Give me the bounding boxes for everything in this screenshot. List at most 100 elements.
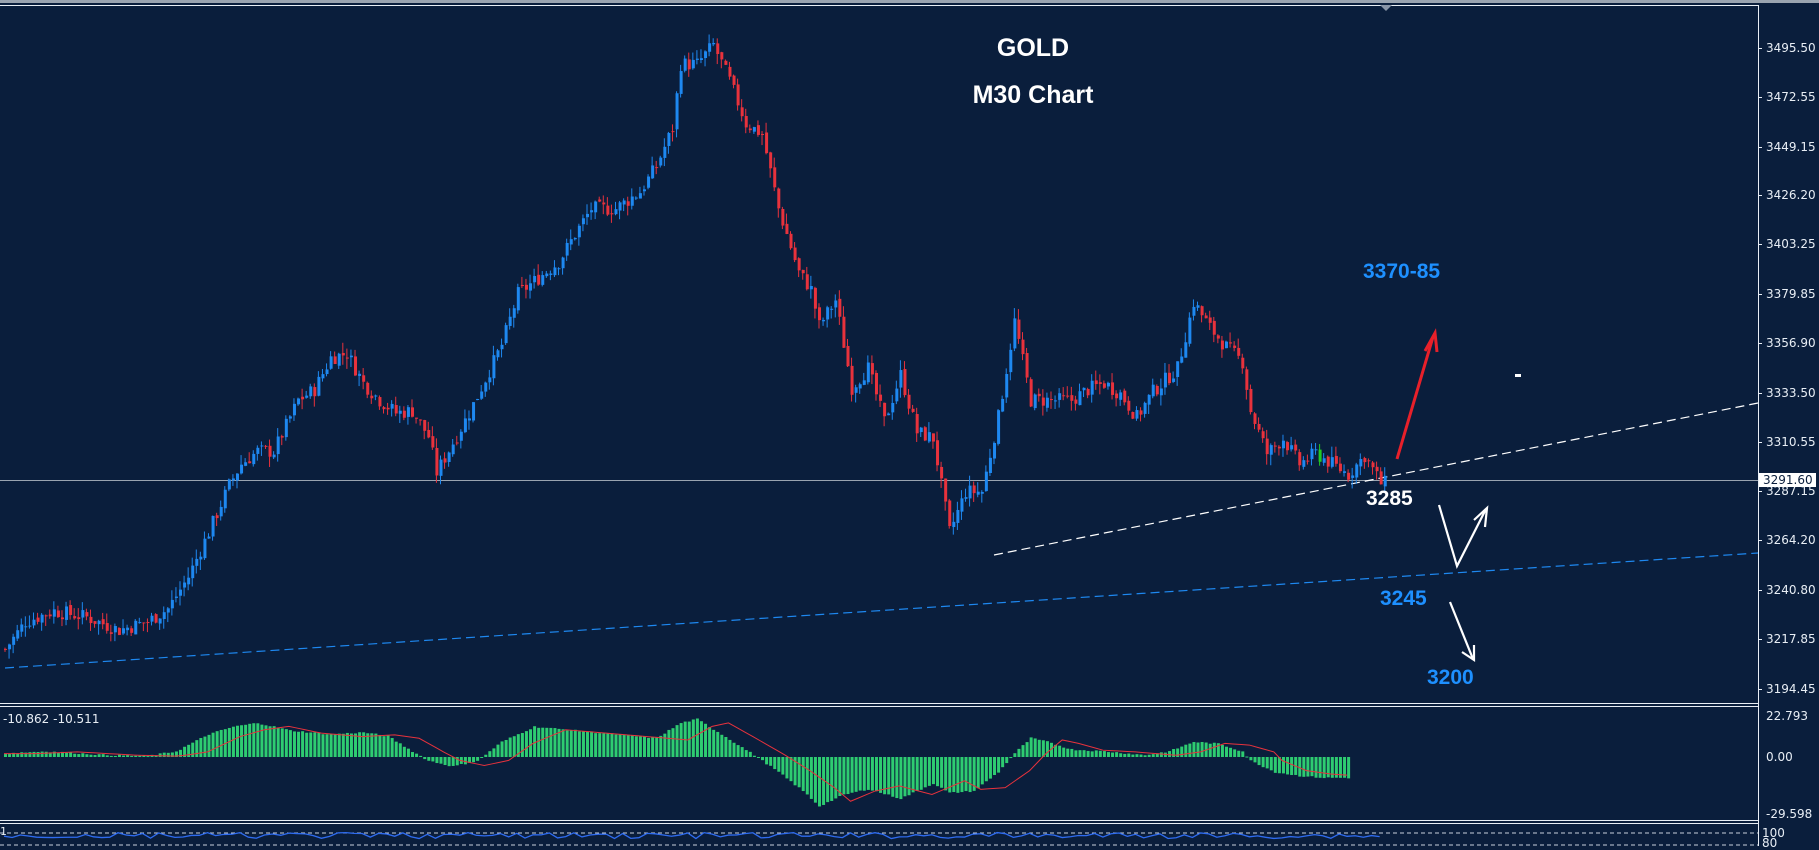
- candle-body: [773, 167, 777, 188]
- candle-body: [993, 442, 997, 459]
- candle-body: [325, 369, 329, 375]
- candle-body: [435, 447, 439, 476]
- macd-bar: [1058, 745, 1062, 757]
- candle-body: [874, 372, 878, 395]
- candle-body: [374, 395, 378, 397]
- macd-bar: [1082, 750, 1086, 757]
- macd-bar: [899, 757, 903, 800]
- candle-body: [431, 436, 435, 448]
- macd-bar: [69, 752, 73, 757]
- candle-body: [529, 283, 533, 291]
- macd-bar: [362, 732, 366, 757]
- candle-body: [642, 189, 646, 192]
- macd-bar: [73, 753, 77, 757]
- candle-body: [524, 284, 528, 290]
- macd-bar: [1045, 741, 1049, 757]
- macd-bar: [1021, 745, 1025, 757]
- candle-body: [122, 628, 126, 634]
- candle-body: [349, 355, 353, 358]
- candle-body: [756, 125, 760, 135]
- price-axis-label: 3194.45: [1766, 681, 1816, 696]
- macd-bar: [394, 741, 398, 757]
- candle-body: [492, 355, 496, 379]
- candle-body: [24, 626, 28, 628]
- candle-body: [292, 403, 296, 416]
- macd-bar: [366, 733, 370, 757]
- macd-bar: [594, 733, 598, 757]
- candle-body: [345, 357, 349, 359]
- panel-separator[interactable]: [0, 706, 1759, 707]
- macd-bar: [85, 754, 89, 757]
- candle-body: [980, 491, 984, 494]
- macd-bar: [44, 751, 48, 757]
- panel-separator[interactable]: [0, 823, 1759, 824]
- macd-bar: [1066, 748, 1070, 757]
- candle-body: [1302, 460, 1306, 467]
- candle-body: [537, 274, 541, 285]
- macd-bar: [276, 727, 280, 757]
- panel-separator[interactable]: [0, 820, 1759, 821]
- panel-separator[interactable]: [0, 703, 1759, 704]
- candle-body: [1286, 442, 1290, 451]
- price-axis-tick: [1758, 590, 1762, 591]
- price-axis-label: 3379.85: [1766, 287, 1816, 302]
- price-axis-tick: [1758, 688, 1762, 690]
- candle-body: [988, 457, 992, 474]
- macd-bar: [549, 727, 553, 757]
- macd-bar: [614, 734, 618, 757]
- macd-bar: [1102, 751, 1106, 757]
- candle-body: [1281, 440, 1285, 449]
- macd-bar: [52, 751, 56, 757]
- macd-bar: [472, 757, 476, 763]
- candle-body: [8, 644, 12, 650]
- chart-subtitle: M30 Chart: [972, 81, 1094, 109]
- macd-bar: [1013, 753, 1017, 757]
- candle-body: [976, 491, 980, 495]
- candle-body: [268, 445, 272, 457]
- stoch-axis-100: 100: [1762, 826, 1785, 840]
- macd-bar: [264, 725, 268, 757]
- macd-bar: [1106, 752, 1110, 757]
- candle-body: [317, 376, 321, 396]
- macd-bar: [1139, 754, 1143, 757]
- macd-bar: [1277, 757, 1281, 774]
- macd-bar: [1188, 743, 1192, 757]
- macd-bar: [256, 723, 260, 757]
- macd-bar: [166, 752, 170, 757]
- macd-bar: [313, 732, 317, 757]
- candle-body: [826, 307, 830, 320]
- macd-bar: [1257, 757, 1261, 766]
- candle-body: [964, 497, 968, 499]
- candle-body: [761, 133, 765, 135]
- candle-body: [1375, 466, 1379, 472]
- macd-bar: [1229, 747, 1233, 757]
- candle-body: [199, 556, 203, 560]
- macd-bar: [386, 735, 390, 757]
- macd-bar: [1200, 741, 1204, 757]
- candle-body: [1355, 464, 1359, 478]
- red-up-arrow: [1395, 336, 1435, 460]
- macd-bar: [1322, 757, 1326, 779]
- macd-bar: [744, 750, 748, 757]
- macd-bar: [1249, 757, 1253, 761]
- candle-body: [28, 625, 32, 627]
- candle-body: [134, 620, 138, 635]
- macd-bar: [1176, 748, 1180, 757]
- candle-body: [512, 308, 516, 318]
- candle-body: [793, 247, 797, 261]
- trendlines[interactable]: [4, 402, 1759, 669]
- candle-body: [309, 386, 313, 397]
- candle-body: [1111, 382, 1115, 395]
- macd-bar: [724, 736, 728, 757]
- macd-bar: [1090, 751, 1094, 757]
- chart-shift-marker-icon[interactable]: [1380, 5, 1392, 11]
- candle-body: [179, 589, 183, 596]
- candle-body: [1070, 395, 1074, 401]
- macd-bar: [162, 752, 166, 757]
- candle-body: [944, 478, 948, 502]
- macd-bar: [516, 734, 520, 757]
- candle-body: [321, 374, 325, 379]
- macd-bar: [936, 757, 940, 787]
- macd-bar: [1273, 757, 1277, 773]
